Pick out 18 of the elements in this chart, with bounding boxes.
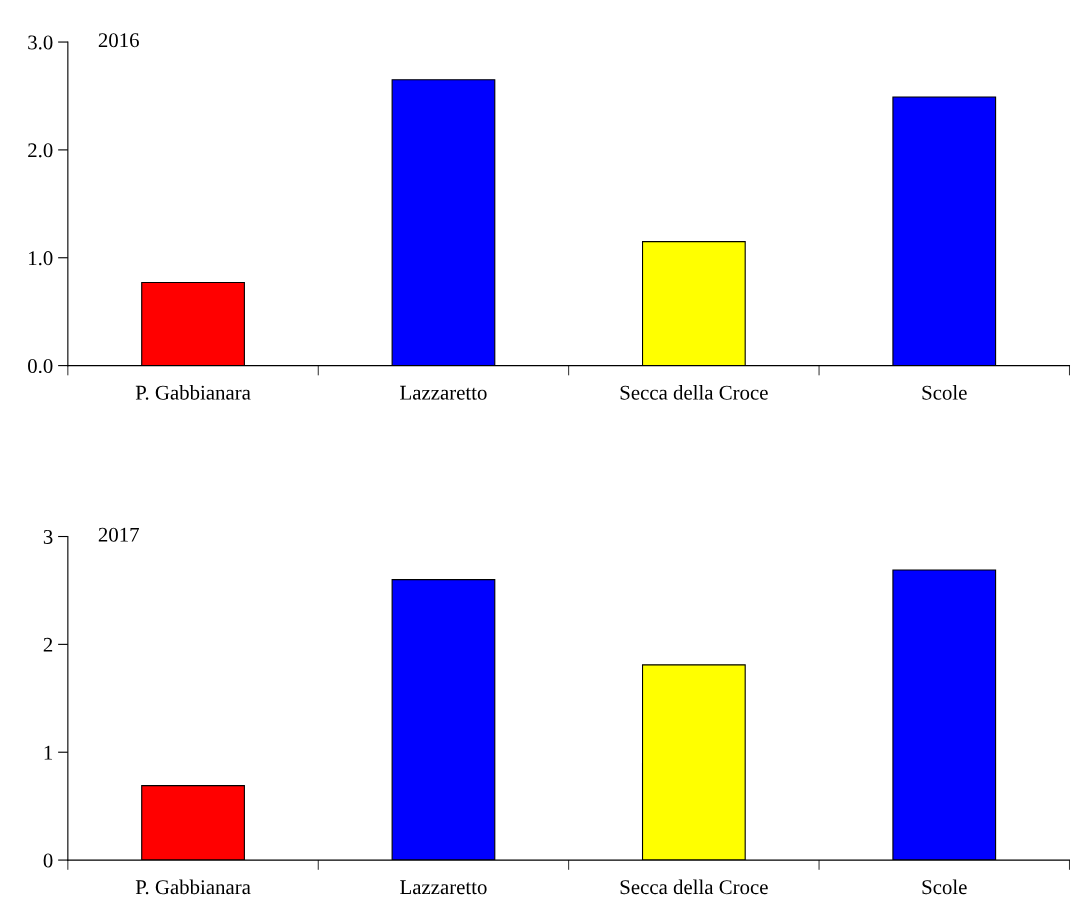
y-tick-label: 1 [44,745,53,760]
y-tick-label: 2.0 [28,143,53,158]
x-tick-label: Lazzaretto [400,880,487,895]
x-tick-label: P. Gabbianara [135,879,251,895]
x-tick-label: Lazzaretto [400,385,487,400]
y-tick-label: 0.0 [28,358,53,374]
y-tick-label: 3.0 [28,35,53,50]
x-tick-label: P. Gabbianara [135,385,251,400]
chart-title: 2016 [98,33,139,48]
x-tick-label: Secca della Croce [620,879,768,895]
x-tick-label: Scole [922,385,967,400]
y-tick-label: 2 [43,637,53,652]
y-tick-label: 1.0 [29,251,53,266]
x-tick-label: Scole [922,879,967,895]
y-tick-label: 3 [43,529,53,544]
y-tick-label: 0 [43,853,53,868]
x-tick-label: Secca della Croce [620,385,768,400]
chart-title: 2017 [98,527,139,542]
